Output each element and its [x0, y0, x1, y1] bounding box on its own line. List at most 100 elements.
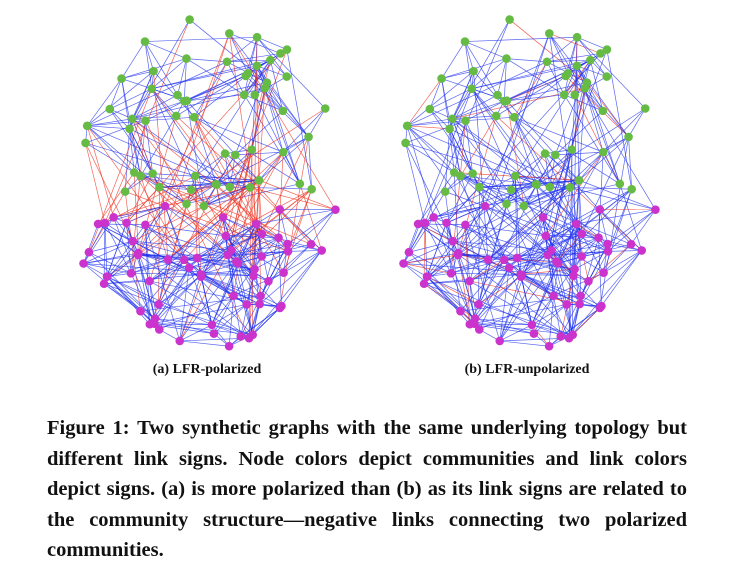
positive-link [132, 240, 232, 251]
figure-caption: Figure 1: Two synthetic graphs with the … [47, 417, 687, 561]
positive-link [551, 250, 554, 296]
node-community-green [82, 121, 92, 131]
positive-link [140, 259, 185, 312]
positive-link [578, 151, 604, 181]
positive-link [243, 65, 258, 95]
node-community-green [468, 169, 477, 178]
positive-link [547, 88, 586, 256]
node-community-green [640, 104, 650, 113]
node-community-green [155, 182, 164, 192]
node-community-green [598, 106, 608, 116]
node-community-green [199, 201, 209, 211]
node-community-magenta [420, 218, 430, 228]
node-community-magenta [255, 299, 264, 309]
positive-link [259, 250, 322, 305]
node-community-green [456, 171, 465, 181]
node-community-magenta [413, 219, 423, 229]
positive-link [520, 235, 547, 277]
positive-link [584, 88, 604, 153]
positive-link [464, 36, 578, 42]
node-community-green [105, 104, 115, 114]
negative-link [140, 175, 169, 260]
positive-link [106, 259, 169, 277]
positive-link [149, 223, 257, 282]
node-community-magenta [136, 306, 145, 316]
node-community-magenta [553, 258, 563, 268]
node-community-green [254, 175, 264, 185]
positive-link [607, 209, 656, 252]
node-community-green [586, 55, 595, 65]
node-community-magenta [480, 201, 490, 211]
positive-link [88, 251, 156, 319]
positive-link [200, 276, 260, 305]
positive-link [200, 217, 224, 277]
node-community-green [602, 45, 612, 54]
positive-link [471, 65, 577, 89]
node-community-green [402, 121, 412, 131]
node-community-magenta [283, 247, 293, 256]
node-community-magenta [249, 271, 258, 281]
positive-link [452, 118, 551, 188]
positive-link [484, 205, 546, 237]
positive-link [563, 37, 578, 95]
node-community-magenta [446, 268, 456, 278]
node-community-green [615, 179, 625, 189]
positive-link [469, 223, 577, 282]
positive-link [87, 61, 228, 127]
positive-link [195, 153, 226, 177]
node-community-green [511, 171, 520, 181]
node-community-magenta [597, 301, 606, 311]
positive-link [520, 217, 544, 277]
positive-link [426, 252, 459, 277]
positive-link [549, 154, 556, 188]
positive-link [446, 222, 452, 274]
positive-link [523, 154, 556, 207]
negative-link [460, 115, 497, 177]
positive-link [504, 94, 565, 102]
node-community-magenta [100, 218, 110, 228]
positive-link [85, 142, 196, 177]
positive-link [145, 120, 154, 174]
node-community-green [245, 183, 255, 192]
positive-link [441, 70, 474, 79]
positive-link [211, 324, 230, 347]
node-community-magenta [626, 239, 636, 249]
positive-link [465, 224, 501, 342]
node-community-magenta [257, 252, 267, 261]
positive-link [193, 75, 247, 118]
positive-link [570, 187, 656, 210]
positive-link [515, 175, 571, 188]
positive-link [87, 125, 130, 130]
positive-link [446, 173, 473, 224]
positive-link [479, 186, 557, 262]
positive-link [140, 175, 187, 205]
positive-link [531, 295, 554, 325]
positive-link [158, 267, 190, 330]
positive-link [515, 153, 546, 177]
positive-link [590, 59, 604, 111]
positive-link [109, 78, 122, 110]
node-community-magenta [331, 205, 340, 214]
positive-link [189, 261, 237, 269]
positive-link [227, 243, 288, 256]
node-community-green [225, 182, 235, 192]
positive-link [188, 267, 213, 325]
negative-link [496, 115, 642, 251]
positive-link [487, 187, 571, 260]
negative-link [97, 172, 135, 225]
positive-link [514, 116, 604, 153]
node-community-magenta [109, 213, 118, 222]
positive-link [186, 153, 226, 205]
positive-link [429, 78, 442, 110]
node-community-green [572, 32, 582, 42]
positive-link [417, 172, 455, 225]
node-community-green [445, 124, 454, 134]
node-community-green [250, 90, 260, 100]
negative-link [194, 175, 198, 258]
positive-link [465, 120, 570, 339]
positive-link [130, 259, 169, 274]
subfigure-caption-b: (b) LFR-unpolarized [464, 362, 590, 377]
node-community-green [231, 150, 240, 160]
positive-link [457, 205, 525, 256]
node-community-green [460, 37, 470, 46]
